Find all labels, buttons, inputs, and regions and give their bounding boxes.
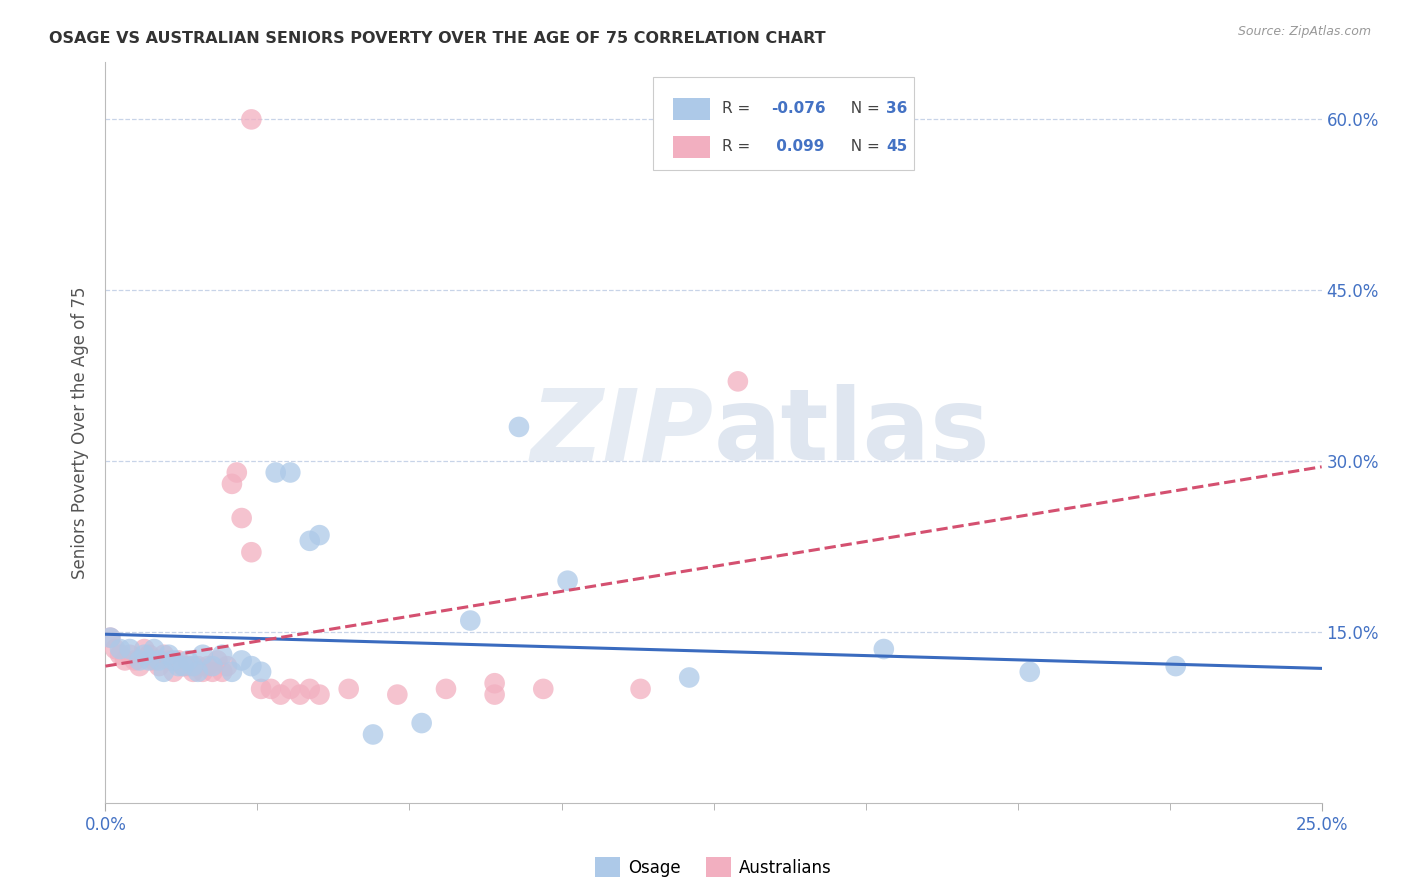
Point — [153, 665, 176, 679]
Point — [187, 665, 209, 679]
Point — [288, 688, 311, 702]
Point — [187, 659, 209, 673]
Point — [678, 671, 700, 685]
Point — [240, 659, 263, 673]
Point — [162, 653, 184, 667]
Point — [134, 648, 156, 662]
Point — [191, 665, 214, 679]
Point — [458, 614, 481, 628]
Point — [138, 653, 160, 667]
Point — [143, 642, 166, 657]
Text: -0.076: -0.076 — [770, 101, 825, 116]
Point — [278, 466, 301, 480]
FancyBboxPatch shape — [652, 78, 914, 169]
Point — [98, 631, 121, 645]
Point — [172, 659, 194, 673]
Point — [221, 665, 243, 679]
Point — [361, 727, 384, 741]
Point — [298, 533, 321, 548]
Point — [531, 681, 554, 696]
Point — [157, 648, 180, 662]
Point — [308, 688, 330, 702]
Point — [250, 665, 273, 679]
Point — [104, 642, 127, 657]
Point — [484, 676, 506, 690]
Point — [197, 659, 219, 673]
Point — [557, 574, 579, 588]
Point — [250, 681, 273, 696]
Point — [231, 511, 253, 525]
Point — [434, 681, 457, 696]
Text: 0.099: 0.099 — [770, 139, 824, 154]
Point — [221, 476, 243, 491]
Point — [278, 681, 301, 696]
Point — [167, 659, 190, 673]
Point — [211, 648, 233, 662]
Point — [240, 545, 263, 559]
Point — [191, 648, 214, 662]
Point — [207, 653, 229, 667]
Point — [231, 653, 253, 667]
Point — [337, 681, 360, 696]
Point — [148, 653, 170, 667]
Point — [387, 688, 409, 702]
Point — [167, 653, 190, 667]
Text: N =: N = — [841, 101, 884, 116]
Point — [177, 659, 200, 673]
FancyBboxPatch shape — [673, 97, 710, 120]
Point — [181, 659, 204, 673]
Point — [260, 681, 283, 696]
Point — [201, 659, 224, 673]
Point — [148, 659, 170, 673]
Point — [630, 681, 652, 696]
Text: 45: 45 — [886, 139, 907, 154]
Point — [181, 665, 204, 679]
Point — [134, 642, 156, 657]
Point — [98, 631, 121, 645]
Text: ZIP: ZIP — [530, 384, 713, 481]
Point — [201, 665, 224, 679]
FancyBboxPatch shape — [673, 136, 710, 158]
Point — [157, 653, 180, 667]
Text: atlas: atlas — [713, 384, 990, 481]
Text: OSAGE VS AUSTRALIAN SENIORS POVERTY OVER THE AGE OF 75 CORRELATION CHART: OSAGE VS AUSTRALIAN SENIORS POVERTY OVER… — [49, 31, 825, 46]
Point — [270, 688, 292, 702]
Point — [153, 648, 176, 662]
Point — [172, 659, 194, 673]
Point — [211, 665, 233, 679]
Legend: Osage, Australians: Osage, Australians — [588, 851, 839, 883]
Point — [1164, 659, 1187, 673]
Point — [162, 665, 184, 679]
Point — [264, 466, 287, 480]
Point — [128, 659, 150, 673]
Text: R =: R = — [723, 101, 755, 116]
Point — [114, 653, 136, 667]
Point — [108, 648, 131, 662]
Text: R =: R = — [723, 139, 755, 154]
Point — [118, 648, 141, 662]
Point — [177, 653, 200, 667]
Point — [873, 642, 896, 657]
Point — [124, 653, 146, 667]
Point — [138, 648, 160, 662]
Point — [143, 653, 166, 667]
Point — [217, 659, 239, 673]
Point — [508, 420, 530, 434]
Text: Source: ZipAtlas.com: Source: ZipAtlas.com — [1237, 25, 1371, 38]
Point — [118, 642, 141, 657]
Point — [484, 688, 506, 702]
Point — [727, 375, 749, 389]
Point — [298, 681, 321, 696]
Point — [240, 112, 263, 127]
Text: 36: 36 — [886, 101, 908, 116]
Text: N =: N = — [841, 139, 884, 154]
Point — [1018, 665, 1040, 679]
Point — [411, 716, 433, 731]
Y-axis label: Seniors Poverty Over the Age of 75: Seniors Poverty Over the Age of 75 — [72, 286, 90, 579]
Point — [128, 653, 150, 667]
Point — [108, 642, 131, 657]
Point — [225, 466, 247, 480]
Point — [308, 528, 330, 542]
